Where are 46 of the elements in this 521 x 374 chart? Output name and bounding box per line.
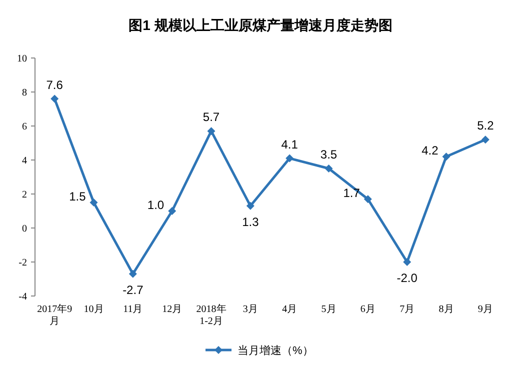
data-label: 4.2 bbox=[422, 144, 439, 158]
point bbox=[481, 136, 490, 144]
legend-label: 当月增速（%） bbox=[238, 344, 314, 357]
x-tick-label: 11月 bbox=[123, 304, 143, 315]
point bbox=[286, 154, 294, 162]
point bbox=[403, 258, 412, 266]
y-tick-label: 8 bbox=[22, 88, 27, 98]
point bbox=[207, 127, 216, 136]
data-label: 1.5 bbox=[69, 190, 86, 204]
x-tick-label: 5月 bbox=[321, 304, 336, 315]
chart-title: 图1 规模以上工业原煤产量增速月度走势图 bbox=[128, 17, 392, 33]
data-label: 7.6 bbox=[46, 78, 64, 92]
y-tick-label: -2 bbox=[18, 258, 27, 268]
x-tick-label: 12月 bbox=[162, 304, 182, 315]
point bbox=[324, 164, 333, 172]
point bbox=[364, 195, 372, 204]
x-tick-label: 8月 bbox=[438, 304, 454, 315]
data-label: 3.5 bbox=[320, 148, 338, 162]
x-tick-label: 6月 bbox=[360, 304, 376, 315]
y-tick-label: 6 bbox=[22, 122, 27, 132]
y-tick-label: 0 bbox=[22, 224, 27, 234]
x-tick-label: 7月 bbox=[400, 304, 415, 315]
data-label: 1.0 bbox=[147, 198, 164, 212]
x-tick-label: 2018年1-2月 bbox=[196, 303, 226, 327]
x-tick-label: 2017年9月 bbox=[37, 303, 72, 327]
y-tick-label: 2 bbox=[22, 190, 27, 200]
y-tick-label: -4 bbox=[18, 292, 27, 302]
point bbox=[442, 152, 450, 161]
x-tick-label: 9月 bbox=[478, 304, 493, 315]
data-label: 1.3 bbox=[242, 214, 260, 229]
data-label: 5.7 bbox=[202, 110, 220, 124]
point bbox=[246, 202, 254, 210]
x-tick-label: 3月 bbox=[242, 304, 258, 315]
data-label: -2.0 bbox=[396, 271, 418, 285]
data-label: 1.7 bbox=[343, 186, 360, 200]
data-label: 4.1 bbox=[281, 137, 298, 152]
y-tick-label: 10 bbox=[17, 54, 27, 64]
point bbox=[50, 94, 59, 103]
x-tick-label: 10月 bbox=[84, 304, 104, 315]
point bbox=[128, 270, 137, 278]
x-tick-label: 4月 bbox=[282, 304, 298, 315]
data-label: 5.2 bbox=[477, 118, 494, 133]
data-label: -2.7 bbox=[122, 282, 144, 297]
point bbox=[90, 198, 98, 206]
y-tick-label: 4 bbox=[22, 156, 27, 166]
point bbox=[168, 207, 176, 215]
